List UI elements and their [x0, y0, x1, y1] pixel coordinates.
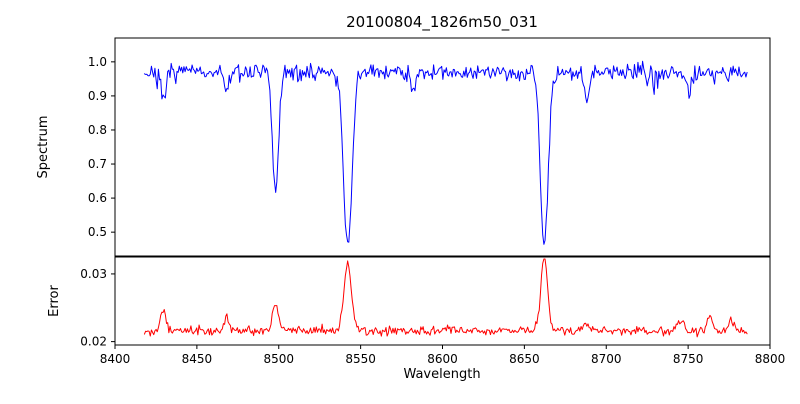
- x-tick-label: 8800: [755, 352, 786, 366]
- y-tick-label: 1.0: [88, 55, 107, 69]
- axis-ticks: 8400 8450 8500 8550 8600 8650 8700 8750 8800 0.5 0…: [80, 55, 785, 366]
- y-tick-label: 0.5: [88, 225, 107, 239]
- x-tick-label: 8650: [509, 352, 540, 366]
- spectrum-line: [143, 60, 748, 245]
- spectrum-y-axis-label: Spectrum: [36, 116, 51, 179]
- y-tick-label: 0.03: [80, 267, 107, 281]
- x-tick-label: 8450: [182, 352, 213, 366]
- y-tick-label: 0.7: [88, 157, 107, 171]
- y-tick-label: 0.02: [80, 335, 107, 349]
- error-panel: [114, 256, 771, 346]
- error-line: [143, 258, 748, 338]
- x-tick-label: 8550: [345, 352, 376, 366]
- error-y-axis-label: Error: [47, 285, 62, 317]
- y-tick-label: 0.6: [88, 191, 107, 205]
- x-axis-label: Wavelength: [403, 367, 480, 382]
- x-tick-label: 8700: [591, 352, 622, 366]
- x-tick-label: 8400: [100, 352, 131, 366]
- x-tick-label: 8750: [673, 352, 704, 366]
- x-tick-label: 8500: [263, 352, 294, 366]
- y-tick-label: 0.8: [88, 123, 107, 137]
- y-tick-label: 0.9: [88, 89, 107, 103]
- plot-title: 20100804_1826m50_031: [346, 13, 538, 32]
- x-tick-label: 8600: [427, 352, 458, 366]
